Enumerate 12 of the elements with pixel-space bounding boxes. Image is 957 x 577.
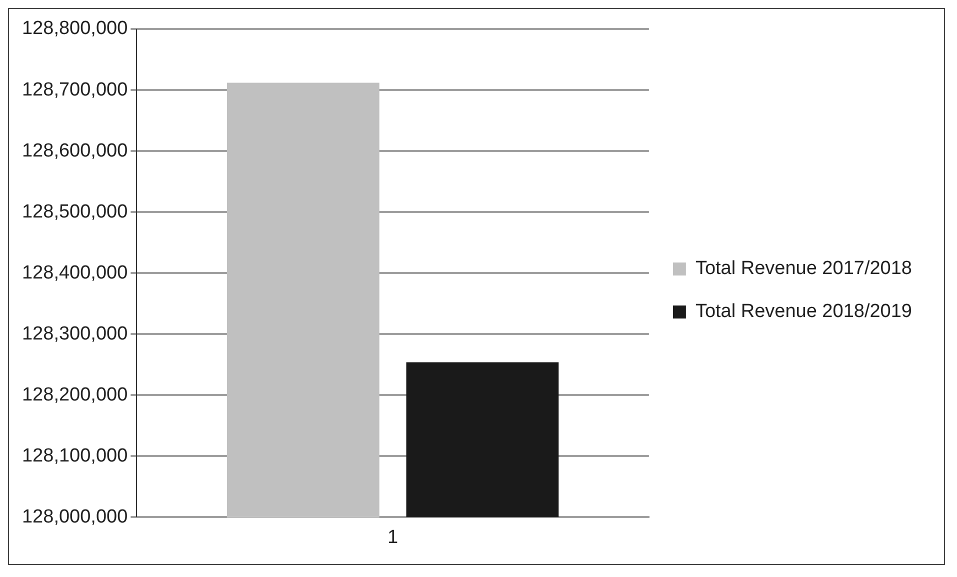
y-tick-label: 128,000,000 — [22, 506, 128, 528]
y-tick-label: 128,500,000 — [22, 201, 128, 222]
y-tick-label: 128,400,000 — [22, 262, 128, 284]
y-tick-label: 128,800,000 — [22, 18, 128, 40]
legend-label: Total Revenue 2018/2019 — [695, 301, 912, 322]
y-tick-label: 128,200,000 — [22, 384, 128, 406]
y-tick-label: 128,300,000 — [22, 323, 128, 344]
y-tick-label: 128,700,000 — [22, 79, 128, 100]
x-tick-label: 1 — [388, 526, 398, 548]
legend-label: Total Revenue 2017/2018 — [695, 258, 912, 280]
y-tick-label: 128,600,000 — [22, 140, 128, 162]
y-tick-label: 128,100,000 — [22, 445, 128, 466]
